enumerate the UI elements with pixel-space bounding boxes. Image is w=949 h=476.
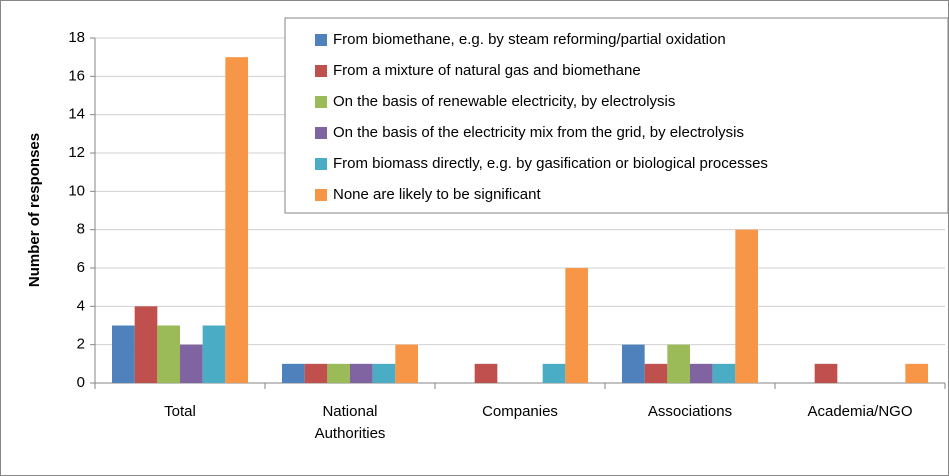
y-tick-label: 4 xyxy=(77,297,85,314)
bar xyxy=(180,344,203,383)
x-tick-label: National Authorities xyxy=(314,403,386,442)
legend-swatch xyxy=(315,127,327,139)
y-tick-label: 12 xyxy=(68,144,85,161)
y-tick-label: 2 xyxy=(77,336,85,353)
legend-swatch xyxy=(315,96,327,108)
x-tick-label: Companies xyxy=(482,403,558,420)
legend-box xyxy=(284,17,949,214)
bar xyxy=(474,363,498,383)
x-tick-label: Associations xyxy=(647,403,733,420)
legend-swatch xyxy=(315,65,327,77)
bar xyxy=(282,363,305,383)
bar xyxy=(542,363,566,383)
y-tick-label: 8 xyxy=(77,221,85,238)
bar xyxy=(225,57,248,384)
legend-label: On the basis of the electricity mix from… xyxy=(333,124,744,141)
bar xyxy=(304,363,328,383)
bar xyxy=(395,344,418,383)
x-tick-label: Total xyxy=(164,403,196,420)
bar xyxy=(667,344,690,383)
y-tick-label: 10 xyxy=(68,182,85,199)
legend-label: From biomass directly, e.g. by gasificat… xyxy=(333,155,768,172)
bar xyxy=(712,363,736,383)
bar xyxy=(735,229,758,383)
legend-label: From biomethane, e.g. by steam reforming… xyxy=(333,31,726,48)
bar xyxy=(157,325,180,383)
bar xyxy=(112,325,135,383)
bar xyxy=(565,268,588,383)
bar xyxy=(134,306,158,383)
bar xyxy=(644,363,668,383)
bar xyxy=(372,363,396,383)
y-tick-label: 14 xyxy=(68,106,85,123)
x-tick-label: Academia/NGO xyxy=(807,403,913,420)
y-tick-label: 6 xyxy=(77,259,85,276)
legend-label: None are likely to be significant xyxy=(333,186,541,203)
bar xyxy=(622,344,645,383)
y-axis-label: Number of responses xyxy=(26,133,43,287)
legend-label: From a mixture of natural gas and biomet… xyxy=(333,62,641,79)
y-tick-label: 16 xyxy=(68,67,85,84)
y-tick-label: 18 xyxy=(68,29,85,46)
y-tick-label: 0 xyxy=(77,374,85,391)
legend-label: On the basis of renewable electricity, b… xyxy=(333,93,675,110)
bar xyxy=(814,363,838,383)
legend-swatch xyxy=(315,189,327,201)
legend-swatch xyxy=(315,34,327,46)
bar xyxy=(690,363,713,383)
bar xyxy=(327,363,350,383)
legend-swatch xyxy=(315,158,327,170)
bar xyxy=(905,363,928,383)
bar xyxy=(350,363,373,383)
bar xyxy=(202,325,226,383)
